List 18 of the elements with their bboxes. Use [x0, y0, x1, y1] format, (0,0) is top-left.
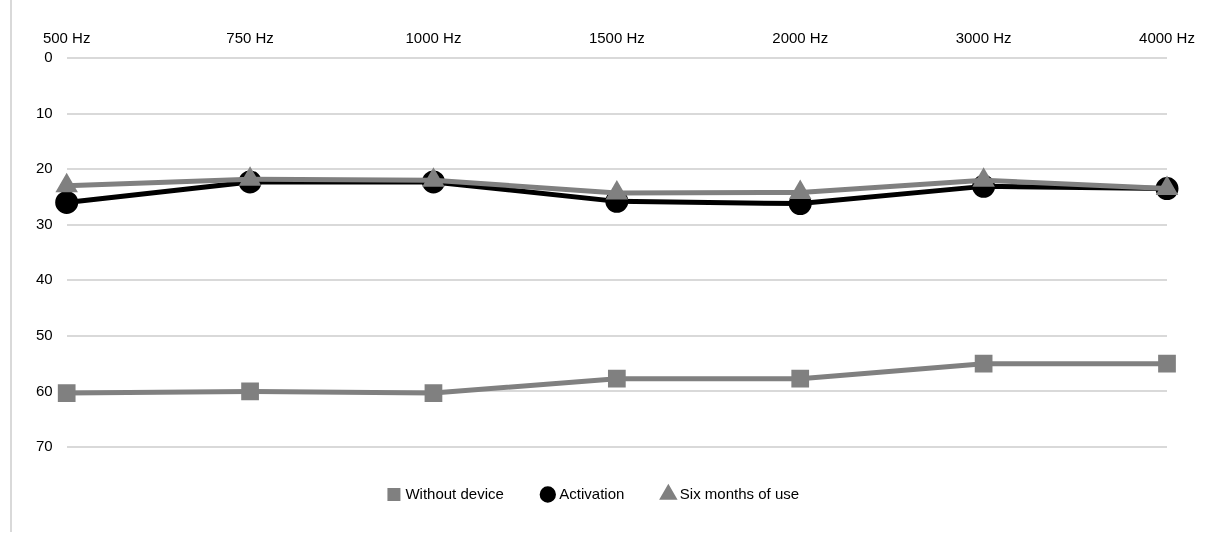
- legend-label: Without device: [405, 484, 504, 502]
- x-tick-label: 2000 Hz: [772, 29, 829, 47]
- y-tick-label: 20: [36, 159, 53, 177]
- x-tick-label: 1500 Hz: [588, 29, 645, 47]
- y-tick-label: 40: [36, 270, 53, 288]
- y-tick-label: 70: [36, 437, 53, 455]
- legend-label: Activation: [559, 484, 625, 502]
- x-tick-label: 3000 Hz: [955, 29, 1012, 47]
- y-tick-label: 0: [44, 48, 53, 66]
- y-tick-label: 30: [36, 214, 53, 232]
- x-tick-label: 4000 Hz: [1139, 29, 1195, 47]
- x-tick-label: 1000 Hz: [405, 29, 462, 47]
- x-tick-label: 750 Hz: [226, 29, 274, 47]
- legend-label: Six months of use: [679, 484, 800, 502]
- y-tick-label: 50: [36, 326, 53, 343]
- y-tick-label: 10: [36, 103, 53, 121]
- y-tick-label: 60: [36, 381, 53, 399]
- x-tick-label: 500 Hz: [42, 29, 91, 47]
